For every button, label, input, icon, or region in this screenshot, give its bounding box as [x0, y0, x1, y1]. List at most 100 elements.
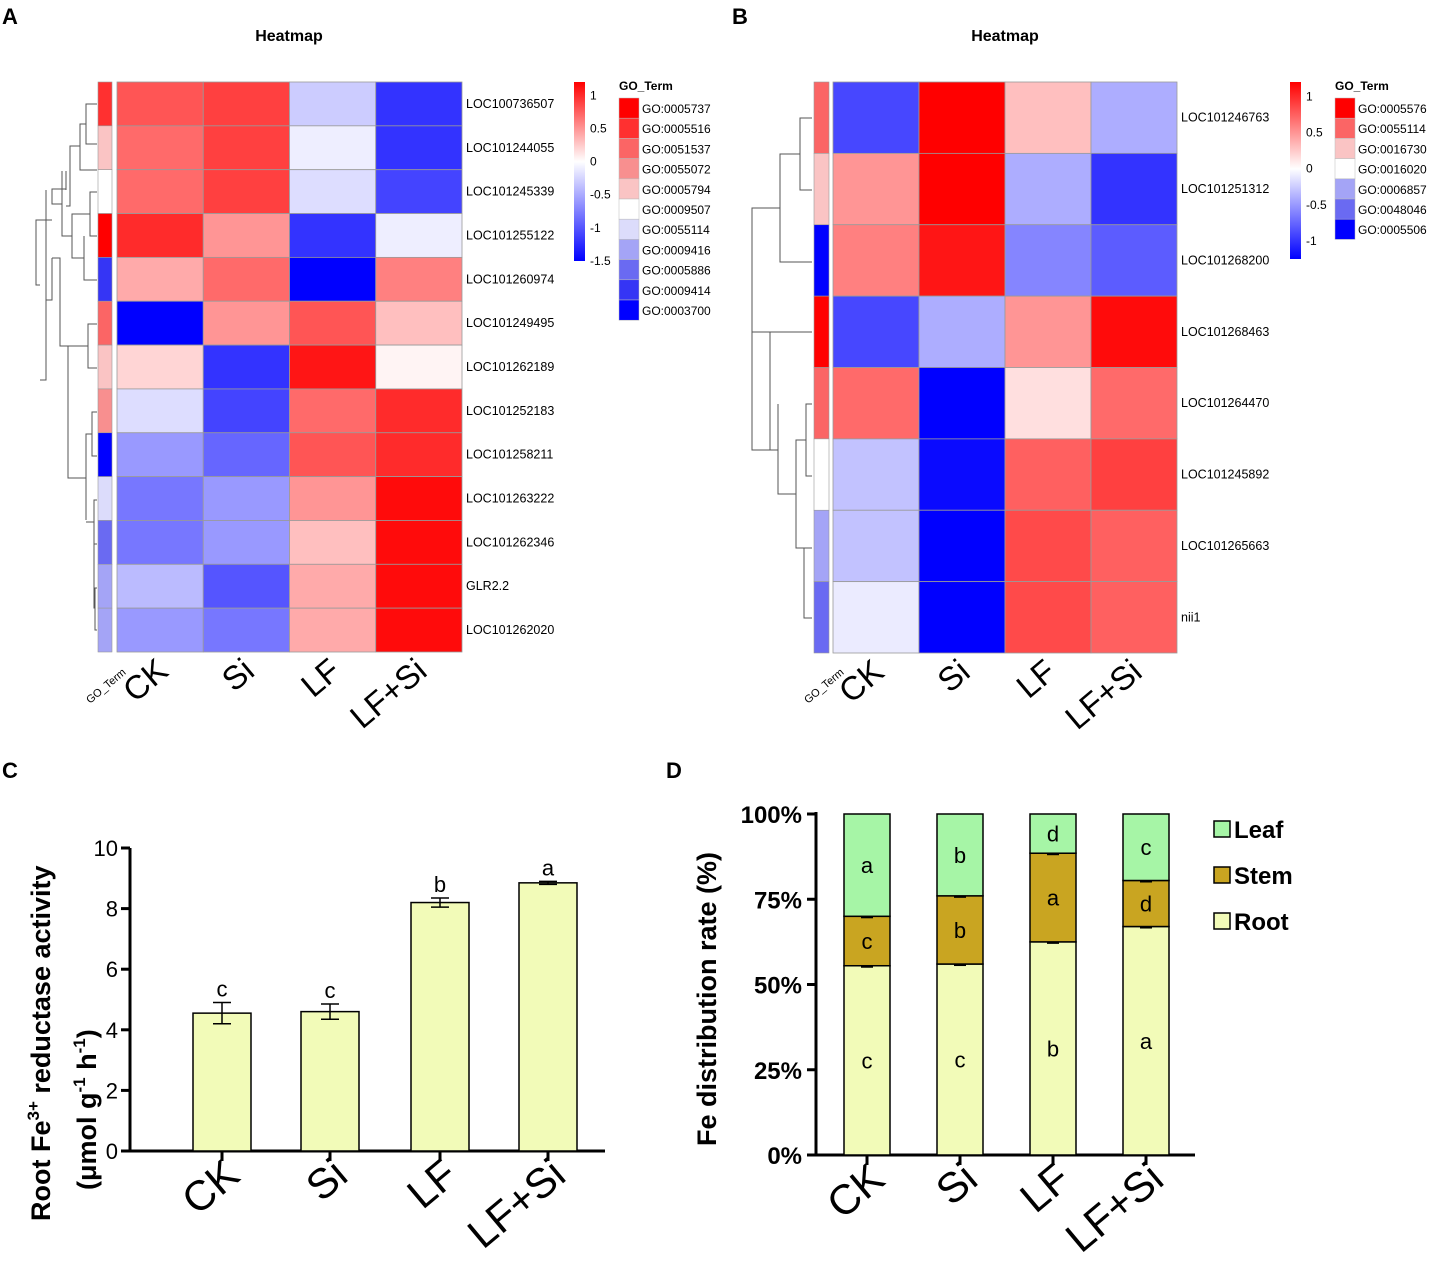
go-annotation-cell	[813, 81, 830, 154]
heatmap-cell	[1090, 81, 1178, 154]
y-tick-label: 100%	[741, 802, 802, 829]
bar	[300, 1010, 360, 1152]
segment-letter: d	[1047, 822, 1059, 847]
heatmap-cell	[918, 438, 1006, 511]
legend-swatch	[1213, 912, 1231, 930]
heatmap-cell	[375, 344, 463, 390]
segment-letter: a	[1047, 886, 1060, 911]
legend-label: Root	[1234, 909, 1289, 936]
heatmap-cell	[918, 152, 1006, 226]
go-legend-swatch	[618, 198, 640, 220]
go-legend-label: GO:0055114	[1358, 122, 1426, 136]
colorbar-tick-label: -0.5	[1306, 198, 1327, 212]
heatmap-cell	[832, 509, 920, 583]
x-tick-label: CK	[173, 1150, 248, 1224]
go-legend-title: GO_Term	[619, 79, 673, 93]
heatmap-cell	[1090, 581, 1178, 654]
heatmap-cell	[1004, 367, 1092, 440]
go-annotation-cell	[97, 388, 113, 434]
bar-c-plot: 0 2 4 6 8 10 c CK c Si b LF a LF+Si	[94, 836, 605, 1257]
stacked-bar-segment	[1122, 813, 1170, 882]
go-legend-label: GO:0009416	[642, 243, 711, 257]
heatmap-cell	[918, 367, 1006, 440]
heatmap-cell	[116, 344, 204, 390]
segment-letter: b	[954, 918, 966, 943]
heatmap-cell	[116, 563, 204, 609]
heatmap-cell	[202, 476, 290, 521]
segment-letter: b	[954, 843, 966, 868]
row-label: LOC101255122	[466, 228, 554, 242]
heatmap-cell	[289, 520, 377, 565]
heatmap-cell	[289, 213, 377, 258]
heatmap-cell	[289, 169, 377, 214]
heatmap-cell	[1004, 81, 1092, 154]
significance-letter: c	[325, 978, 336, 1003]
panel-label-c: C	[2, 758, 18, 783]
go-annotation-cell	[97, 564, 113, 609]
significance-letter: b	[434, 872, 446, 897]
y-tick-label: 2	[106, 1078, 118, 1103]
stacked-bar-segment	[843, 813, 891, 918]
heatmap-cell	[116, 520, 204, 565]
go-legend-swatch	[618, 279, 640, 301]
y-tick-label: 4	[106, 1018, 118, 1043]
heatmap-a-go-annotation	[97, 81, 113, 653]
go-legend-label: GO:0005737	[642, 102, 711, 116]
stacked-bar-segment	[843, 915, 891, 967]
segment-letter: c	[955, 1048, 966, 1073]
go-legend-swatch	[1334, 138, 1356, 159]
heatmap-cell	[289, 125, 377, 171]
heatmap-cell	[832, 81, 920, 154]
y-tick-label: 0	[106, 1139, 118, 1164]
heatmap-cell	[202, 432, 290, 478]
heatmap-cell	[289, 256, 377, 302]
x-tick-label: Si	[297, 1150, 356, 1210]
heatmap-cell	[289, 388, 377, 434]
segment-letter: a	[1140, 1029, 1153, 1054]
row-label: LOC101268200	[1181, 253, 1269, 267]
heatmap-cell	[289, 563, 377, 609]
heatmap-cell	[289, 432, 377, 478]
bar	[518, 882, 578, 1152]
go-legend-label: GO:0005576	[1358, 102, 1427, 116]
go-legend-swatch	[618, 117, 640, 139]
go-legend-label: GO:0051537	[642, 142, 711, 156]
go-annotation-cell	[97, 213, 113, 258]
go-annotation-cell	[97, 169, 113, 214]
y-tick-label: 25%	[754, 1058, 802, 1085]
panel-label-a: A	[2, 4, 18, 29]
heatmap-cell	[1004, 224, 1092, 297]
colorbar-tick-label: 0.5	[1306, 126, 1323, 140]
go-legend-swatch	[618, 259, 640, 281]
column-label: Si	[930, 652, 976, 699]
x-tick-label: CK	[818, 1154, 893, 1228]
heatmap-a-go-legend: GO_Term GO:0005737 GO:0005516 GO:0051537 GO:…	[618, 79, 711, 321]
column-label: LF	[1009, 652, 1062, 705]
heatmap-cell	[116, 169, 204, 214]
heatmap-cell	[202, 169, 290, 214]
go-annotation-cell	[97, 476, 113, 521]
heatmap-cell	[202, 256, 290, 302]
heatmap-cell	[116, 125, 204, 171]
heatmap-a: Heatmap LOC100736507 LOC101244055 LOC10124…	[35, 28, 711, 735]
row-label: LOC101249495	[466, 316, 554, 330]
y-tick-label: 50%	[754, 973, 802, 1000]
row-label: LOC101245892	[1181, 468, 1269, 482]
go-legend-title: GO_Term	[1335, 79, 1389, 93]
legend-swatch	[1213, 866, 1231, 884]
heatmap-a-dendrogram	[35, 103, 97, 631]
x-tick-label: LF+Si	[459, 1150, 574, 1257]
go-annotation-cell	[813, 153, 830, 226]
row-label: LOC100736507	[466, 97, 554, 111]
heatmap-cell	[1004, 509, 1092, 583]
colorbar-tick-label: -0.5	[590, 188, 611, 202]
heatmap-cell	[202, 125, 290, 171]
heatmap-cell	[289, 607, 377, 653]
row-label: LOC101264470	[1181, 396, 1269, 410]
segment-letter: c	[862, 929, 873, 954]
row-label: LOC101246763	[1181, 111, 1269, 125]
heatmap-a-row-labels: LOC100736507 LOC101244055 LOC101245339 LOC1…	[466, 97, 554, 637]
go-annotation-cell	[813, 509, 830, 582]
heatmap-cell	[832, 295, 920, 368]
go-legend-label: GO:0048046	[1358, 203, 1427, 217]
